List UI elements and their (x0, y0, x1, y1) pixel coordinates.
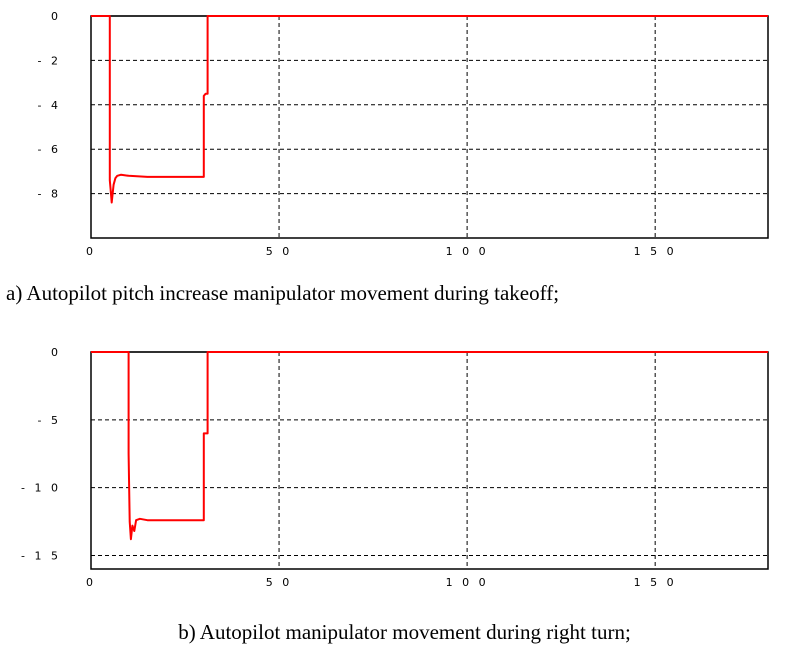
chart-b-caption: b) Autopilot manipulator movement during… (178, 620, 631, 644)
chart-b-y-tick-label-1: - 5 (38, 414, 61, 427)
chart-b-y-tick-label-3: - 1 5 (21, 549, 61, 562)
chart-a-x-tick-label-3: 1 5 0 (634, 245, 677, 258)
chart-a-x-tick-label-1: 5 0 (266, 245, 293, 258)
chart-b-series-0 (91, 351, 768, 541)
chart-a-series-0 (91, 15, 768, 204)
chart-a-y-tick-label-1: - 2 (38, 54, 61, 67)
chart-b-y-tick-label-2: - 1 0 (21, 482, 61, 495)
chart-a-y-tick-label-2: - 4 (38, 99, 61, 112)
chart-b-y-tick-label-0: 0 (51, 346, 61, 359)
chart-a-y-tick-label-4: - 8 (38, 188, 61, 201)
chart-b-x-tick-label-2: 1 0 0 (446, 576, 489, 589)
chart-b-x-tick-label-1: 5 0 (266, 576, 293, 589)
chart-a-caption: a) Autopilot pitch increase manipulator … (6, 281, 560, 305)
chart-b: 0 5 0 1 0 0 1 5 0 0 - 5 - 1 0 - 1 5 (21, 346, 769, 589)
chart-b-x-tick-label-0: 0 (86, 576, 96, 589)
chart-a-y-tick-label-3: - 6 (38, 143, 61, 156)
chart-a-x-tick-label-2: 1 0 0 (446, 245, 489, 258)
chart-b-plot-frame (90, 351, 769, 570)
chart-a: 0 5 0 1 0 0 1 5 0 0 - 2 - 4 - 6 - 8 (38, 10, 769, 258)
chart-a-x-tick-label-0: 0 (86, 245, 96, 258)
chart-b-x-tick-label-3: 1 5 0 (634, 576, 677, 589)
chart-a-y-tick-label-0: 0 (51, 10, 61, 23)
chart-a-plot-frame (90, 15, 769, 239)
